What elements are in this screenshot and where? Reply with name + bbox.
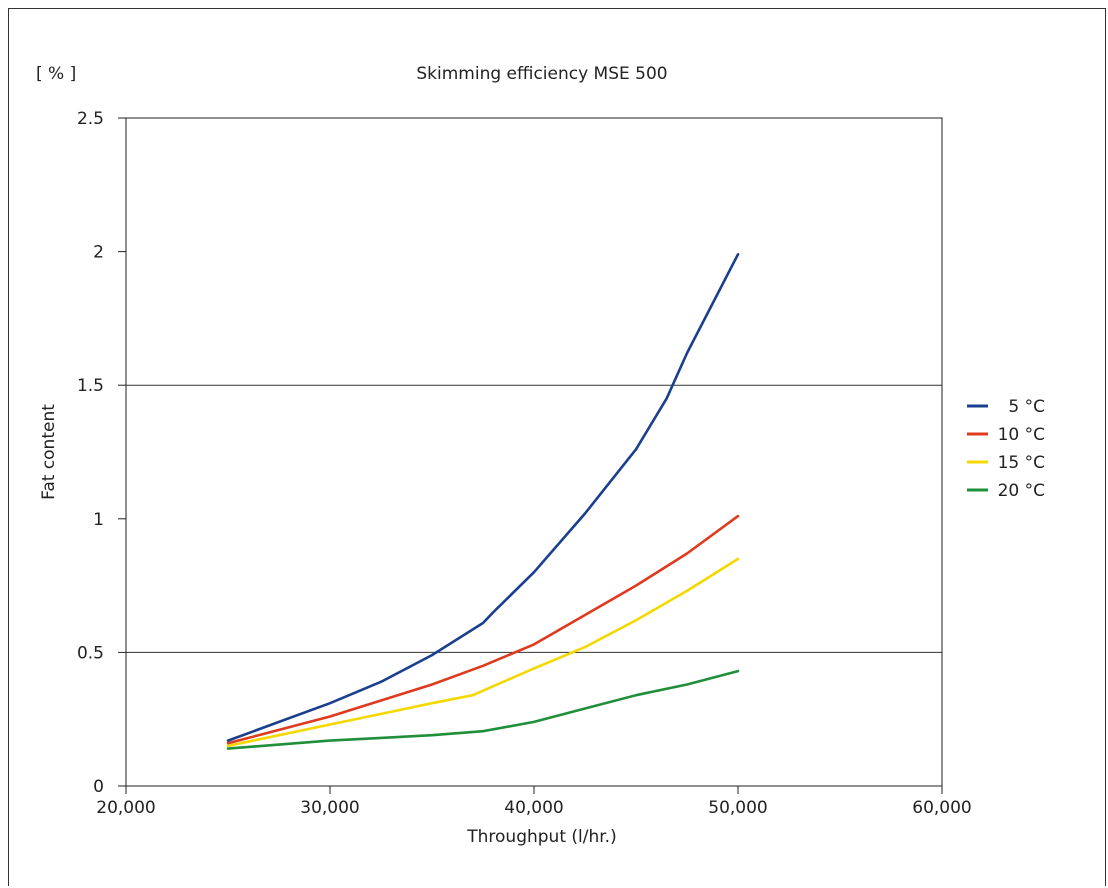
x-axis-label: Throughput (l/hr.)	[466, 827, 616, 847]
x-axis: 20,000 30,000 40,000 50,000 60,000	[96, 786, 972, 818]
series-line	[226, 557, 740, 748]
legend: 5 °C 10 °C 15 °C 20 °C	[967, 397, 1045, 501]
unit-label: [ % ]	[36, 64, 76, 84]
x-tick-label: 30,000	[300, 798, 359, 818]
x-tick-label: 60,000	[912, 798, 971, 818]
legend-label: 20 °C	[998, 481, 1045, 501]
x-tick-label: 20,000	[96, 798, 155, 818]
series-line	[226, 669, 740, 750]
y-tick-label: 2	[93, 243, 104, 263]
legend-label: 15 °C	[998, 453, 1045, 473]
y-tick-label: 1	[93, 510, 104, 530]
y-axis-label: Fat content	[39, 404, 59, 500]
legend-label: 5 °C	[1008, 397, 1045, 417]
y-tick-label: 2.5	[77, 109, 104, 129]
y-tick-label: 0.5	[77, 643, 104, 663]
y-tick-label: 1.5	[77, 376, 104, 396]
plot-area	[125, 117, 943, 787]
series-line	[226, 253, 740, 742]
x-tick-label: 50,000	[708, 798, 767, 818]
gridlines	[126, 384, 942, 653]
series-line	[226, 514, 740, 745]
chart-title: Skimming efficiency MSE 500	[416, 64, 667, 84]
x-tick-label: 40,000	[504, 798, 563, 818]
y-axis: 0 0.5 1 1.5 2 2.5	[77, 109, 126, 797]
chart-frame	[8, 8, 1106, 886]
legend-label: 10 °C	[998, 425, 1045, 445]
y-tick-label: 0	[93, 777, 104, 797]
series-lines	[226, 253, 740, 750]
